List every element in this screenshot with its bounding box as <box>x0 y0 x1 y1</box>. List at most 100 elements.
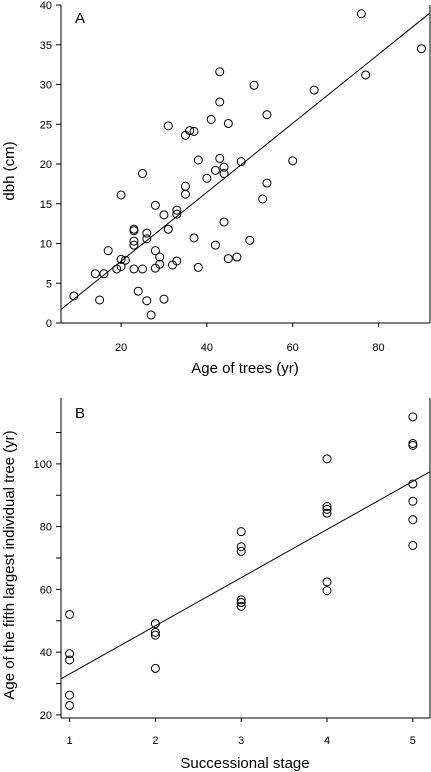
panel-a-data-point <box>133 286 143 296</box>
panel-a-data-point <box>206 114 216 124</box>
panel-a-data-point <box>150 246 160 256</box>
panel-a-y-tick-label: 20 <box>40 159 52 171</box>
panel-a-data-point <box>163 121 173 131</box>
panel-a-data-point <box>219 162 229 172</box>
panel-b-x-tick-label: 3 <box>238 735 244 747</box>
panel-a-y-tick-label: 5 <box>46 278 52 290</box>
panel-b: B Successional stage Age of the fifth la… <box>1 398 431 772</box>
panel-a-x-tick-label: 20 <box>115 342 127 354</box>
panel-a-data-point <box>142 228 152 238</box>
panel-a-data-point <box>245 235 255 245</box>
panel-a-data-point <box>309 85 319 95</box>
panel-a-data-point <box>155 252 165 262</box>
panel-a-data-point <box>142 234 152 244</box>
panel-a-data-point <box>193 155 203 165</box>
panel-b-data-point <box>236 546 246 556</box>
panel-b-y-axis-title: Age of the fifth largest individual tree… <box>1 430 18 699</box>
panel-a-data-point <box>90 269 100 279</box>
panel-b-data-point <box>65 649 75 659</box>
panel-a-data-point <box>193 262 203 272</box>
panel-a-x-tick-label: 80 <box>372 342 384 354</box>
panel-a-data-point <box>99 269 109 279</box>
panel-a-data-point <box>129 236 139 246</box>
panel-b-y-tick-label: 80 <box>40 522 52 534</box>
panel-a-data-point <box>150 200 160 210</box>
panel-a-data-point <box>232 252 242 262</box>
panel-a-data-point <box>112 264 122 274</box>
panel-a-data-point <box>116 254 126 264</box>
panel-a-data-point <box>215 153 225 163</box>
panel-b-data-point <box>408 412 418 422</box>
panel-a-x-tick-label: 40 <box>201 342 213 354</box>
panel-b-data-point <box>65 609 75 619</box>
panel-a-data-point <box>223 254 233 264</box>
panel-a-x-tick-label: 60 <box>287 342 299 354</box>
panel-b-data-point <box>150 630 160 640</box>
panel-a-data-point <box>138 169 148 179</box>
panel-a-x-axis-title: Age of trees (yr) <box>191 360 299 377</box>
panel-b-data-point <box>408 438 418 448</box>
panel-a-data-point <box>361 70 371 80</box>
panel-a-y-tick-label: 35 <box>40 40 52 52</box>
panel-b-data-point <box>322 586 332 596</box>
panel-a: A Age of trees (yr) dbh (cm) 20 40 60 80 0 5 1… <box>1 0 431 377</box>
panel-a-data-point <box>210 240 220 250</box>
panel-a-data-point <box>210 165 220 175</box>
panel-b-data-point <box>236 598 246 608</box>
panel-a-data-point <box>185 126 195 136</box>
panel-a-data-point <box>189 126 199 136</box>
panel-b-x-tick-label: 5 <box>410 735 416 747</box>
panel-b-data-point <box>65 655 75 665</box>
panel-b-label: B <box>75 405 85 422</box>
panel-a-y-tick-label: 25 <box>40 119 52 131</box>
panel-b-data-point <box>408 515 418 525</box>
panel-a-y-tick-label: 15 <box>40 199 52 211</box>
panel-b-data-point <box>322 508 332 518</box>
panel-b-x-tick-label: 4 <box>324 735 330 747</box>
panel-a-data-point <box>189 233 199 243</box>
panel-a-data-point <box>172 256 182 266</box>
panel-a-data-point <box>163 224 173 234</box>
panel-a-data-point <box>180 130 190 140</box>
panel-b-y-tick-label: 100 <box>34 459 52 471</box>
panel-a-data-point <box>155 259 165 269</box>
panel-b-data-point <box>236 542 246 552</box>
panel-b-plot-area: 1 2 3 4 5 20 40 60 80 100 <box>34 398 431 747</box>
panel-a-data-point <box>215 97 225 107</box>
panel-b-data-point <box>150 627 160 637</box>
panel-a-data-point <box>129 264 139 274</box>
panel-b-data-point <box>65 690 75 700</box>
panel-a-data-point <box>219 217 229 227</box>
panel-a-data-point <box>258 194 268 204</box>
panel-a-data-point <box>103 246 113 256</box>
panel-b-data-point <box>236 595 246 605</box>
panel-a-y-tick-label: 30 <box>40 80 52 92</box>
panel-a-data-point <box>249 80 259 90</box>
panel-a-y-axis-title: dbh (cm) <box>1 141 18 200</box>
panel-b-y-tick-label: 60 <box>40 584 52 596</box>
panel-a-data-point <box>172 205 182 215</box>
panel-b-data-point <box>150 619 160 629</box>
panel-a-label: A <box>75 10 85 27</box>
panel-a-data-point <box>116 262 126 272</box>
panel-a-data-point <box>146 310 156 320</box>
panel-a-data-point <box>159 210 169 220</box>
panel-a-data-point <box>180 189 190 199</box>
panel-a-data-point <box>129 240 139 250</box>
panel-a-data-point <box>142 296 152 306</box>
panel-a-data-point <box>180 181 190 191</box>
panel-a-data-point <box>236 157 246 167</box>
panel-b-y-tick-label: 40 <box>40 647 52 659</box>
panel-b-data-point <box>322 577 332 587</box>
panel-a-data-point <box>116 190 126 200</box>
panel-b-data-point <box>408 540 418 550</box>
panel-a-data-point <box>129 224 139 234</box>
panel-b-data-point <box>408 440 418 450</box>
panel-a-data-point <box>215 67 225 77</box>
panel-a-data-point <box>138 264 148 274</box>
panel-b-trend-line <box>60 471 431 680</box>
panel-b-data-point <box>65 700 75 710</box>
panel-b-data-point <box>322 502 332 512</box>
panel-b-data-point <box>236 527 246 537</box>
